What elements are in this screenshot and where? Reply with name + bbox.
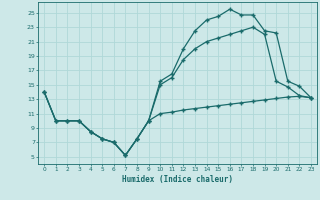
X-axis label: Humidex (Indice chaleur): Humidex (Indice chaleur) — [122, 175, 233, 184]
